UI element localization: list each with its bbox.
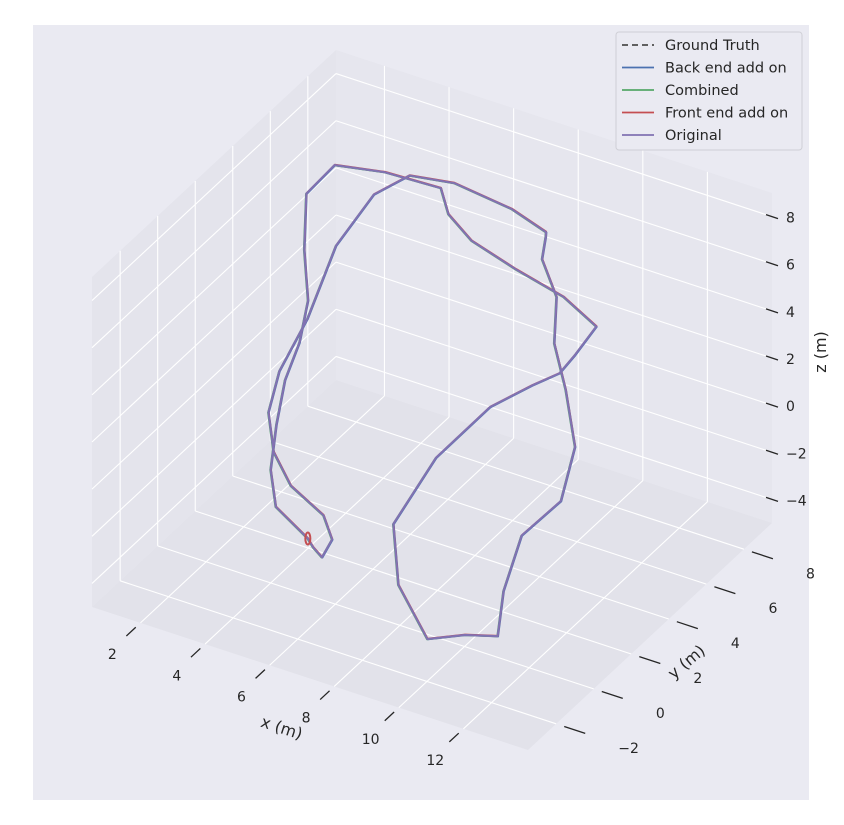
legend-label: Front end add on [665,106,788,122]
z-grid-back [335,120,773,265]
z-grid-left [91,261,337,490]
z-grid-back [335,167,773,312]
y-grid-floor [157,545,594,690]
series-line-original [267,164,598,641]
z-grid-left [91,356,337,584]
y-tick-label: 2 [693,671,702,687]
y-tick [564,725,586,734]
x-grid-floor [463,501,708,730]
legend-label: Ground Truth [665,38,760,54]
x-tick [319,690,330,701]
z-tick [765,402,779,408]
pane-floor [92,380,772,750]
z-grid-back [335,355,773,500]
z-tick [765,308,779,314]
z-grid-left [91,120,337,349]
x-grid-floor [140,395,385,624]
x-tick-label: 10 [362,732,380,748]
x-grid-floor [269,437,515,666]
z-axis-label: z (m) [811,331,830,373]
legend-label: Back end add on [665,61,787,77]
z-tick-label: −2 [786,446,807,462]
z-tick [765,449,779,455]
y-grid-floor [119,580,557,725]
z-grid-left [91,214,337,443]
y-tick-label: −2 [618,741,639,757]
z-tick-label: −4 [786,493,807,509]
series-lines [267,163,598,641]
y-grid-floor [270,440,707,585]
x-grid-floor [333,459,579,687]
z-grid-back [335,214,773,359]
y-tick-label: 8 [806,566,815,582]
z-grid-back [335,308,773,453]
y-tick [714,586,736,595]
z-tick-label: 6 [786,258,795,274]
y-tick-label: 4 [731,636,740,652]
z-tick [765,213,779,220]
x-tick [255,669,266,679]
x-grid-floor [204,416,450,645]
tick-marks [125,213,779,743]
z-grid-back [335,73,773,218]
x-tick [448,732,460,743]
legend-box [615,31,803,151]
x-tick [190,647,201,658]
start-point-marker [304,531,312,546]
grid-lines [91,65,773,730]
y-grid-floor [307,405,745,550]
y-tick-label: 0 [656,706,665,722]
z-tick-label: 8 [786,211,795,227]
y-tick [676,621,699,630]
z-tick [765,496,779,503]
x-tick-label: 6 [237,689,246,705]
tick-labels: 2 4 6 8 10 12 −2 0 2 4 6 8 −4 −2 0 2 4 6 8 [108,211,815,769]
y-grid-floor [195,510,632,655]
z-tick [765,355,779,361]
z-tick-label: 2 [786,352,795,368]
x-tick-label: 8 [302,711,311,727]
x-grid-floor [398,480,644,709]
z-tick [765,261,779,267]
z-grid-left [91,73,337,301]
y-tick [751,551,774,560]
z-grid-left [91,167,337,396]
y-tick [639,655,661,665]
y-tick-label: 6 [768,601,777,617]
legend: Ground Truth Back end add on Combined Front… [615,31,803,151]
x-tick [384,711,395,722]
y-tick [601,690,623,700]
legend-label: Combined [665,83,739,99]
z-tick-label: 0 [786,399,795,415]
x-tick [125,626,137,637]
x-tick-label: 2 [108,647,117,663]
x-tick-label: 12 [426,753,444,769]
legend-label: Original [665,128,722,144]
z-tick-label: 4 [786,305,795,321]
x-tick-label: 4 [172,668,181,684]
z-grid-left [91,308,337,537]
